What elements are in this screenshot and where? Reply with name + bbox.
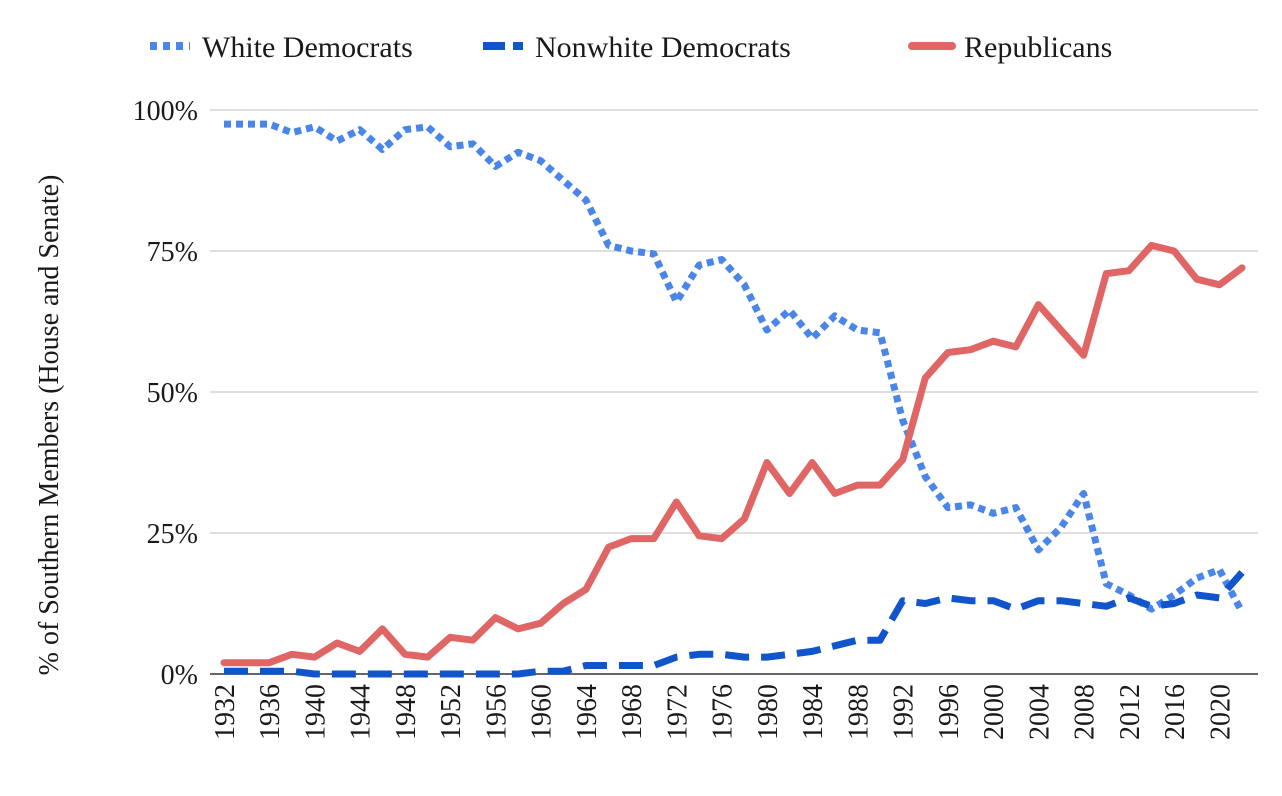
x-tick-label: 1972 [662, 684, 693, 740]
x-tick-label: 2004 [1024, 684, 1055, 740]
series-line-white-democrats [224, 120, 1246, 614]
y-tick-label: 25% [147, 519, 198, 550]
y-axis-label: % of Southern Members (House and Senate) [34, 175, 65, 676]
y-axis-ticks: 0% 25% 50% 75% 100% [133, 96, 198, 691]
x-tick-label: 1984 [798, 684, 829, 740]
series-lines [220, 120, 1246, 678]
x-tick-label: 1936 [255, 684, 286, 740]
x-tick-label: 2000 [979, 684, 1010, 740]
x-tick-label: 1932 [210, 684, 241, 740]
x-tick-label: 1952 [436, 684, 467, 740]
x-tick-label: 2016 [1160, 684, 1191, 740]
x-axis-ticks: 1932 1936 1940 1944 1948 1952 1956 1960 1964 1968… [210, 684, 1236, 740]
x-tick-label: 1996 [934, 684, 965, 740]
x-tick-label: 1960 [527, 684, 558, 740]
legend-label: Republicans [964, 31, 1112, 64]
x-tick-label: 1980 [753, 684, 784, 740]
y-tick-label: 0% [161, 660, 198, 691]
x-tick-label: 1992 [889, 684, 920, 740]
x-tick-label: 1944 [346, 684, 377, 740]
x-tick-label: 2020 [1205, 684, 1236, 740]
x-tick-label: 1976 [708, 684, 739, 740]
legend-label: Nonwhite Democrats [535, 31, 791, 64]
series-line-republicans [220, 241, 1246, 667]
y-tick-label: 75% [147, 237, 198, 268]
series-line-nonwhite-democrats [224, 570, 1245, 678]
x-tick-label: 2008 [1070, 684, 1101, 740]
gridlines [210, 109, 1258, 675]
legend-label: White Democrats [202, 31, 413, 64]
y-tick-label: 50% [147, 378, 198, 409]
x-tick-label: 1964 [572, 684, 603, 740]
x-tick-label: 2012 [1115, 684, 1146, 740]
y-tick-label: 100% [133, 96, 198, 127]
x-tick-label: 1940 [300, 684, 331, 740]
x-tick-label: 1948 [391, 684, 422, 740]
legend: White Democrats Nonwhite Democrats Republi… [150, 31, 1112, 64]
x-tick-label: 1968 [617, 684, 648, 740]
x-tick-label: 1956 [481, 684, 512, 740]
x-tick-label: 1988 [843, 684, 874, 740]
